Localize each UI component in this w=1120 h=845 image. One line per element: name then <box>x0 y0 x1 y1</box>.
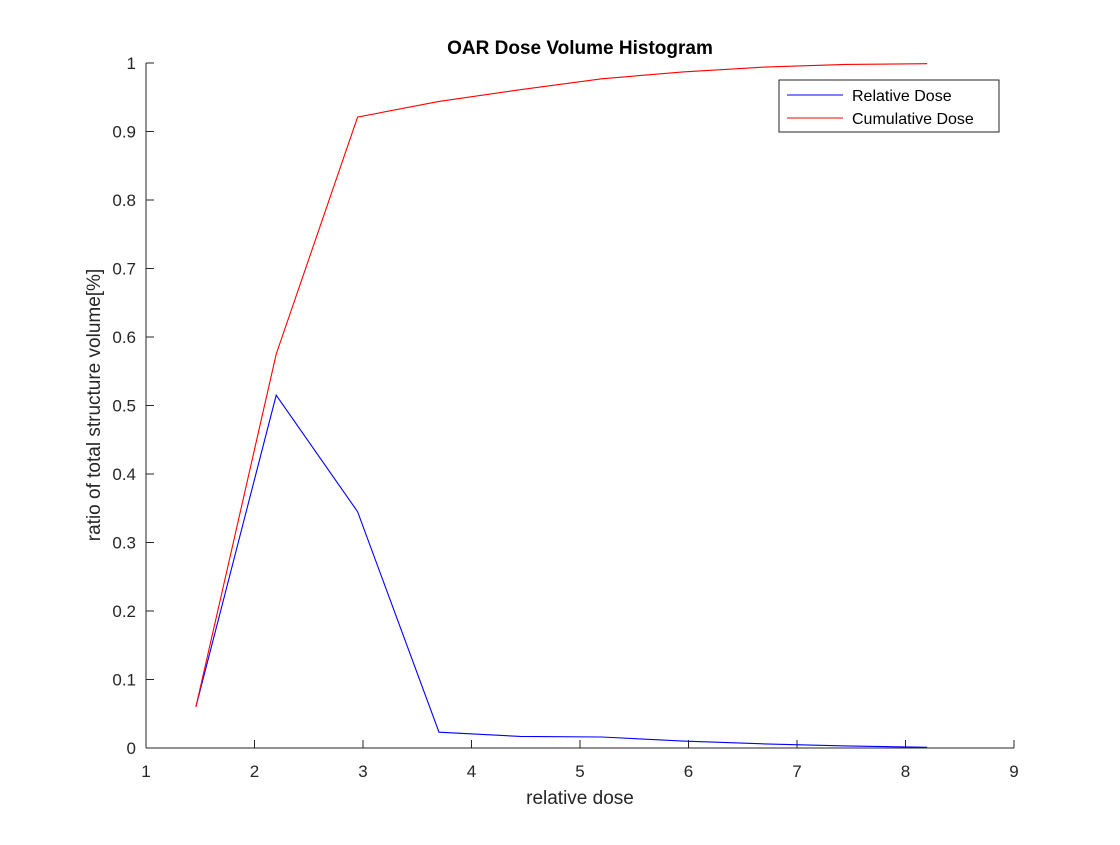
x-tick-label: 8 <box>901 762 910 781</box>
legend-label: Cumulative Dose <box>852 111 974 128</box>
y-tick-label: 0.9 <box>112 123 136 142</box>
y-tick-label: 0.8 <box>112 191 136 210</box>
y-tick-label: 0.2 <box>112 602 136 621</box>
x-axis-label: relative dose <box>526 788 634 809</box>
chart-title: OAR Dose Volume Histogram <box>447 38 713 59</box>
y-tick-label: 0 <box>127 739 136 758</box>
axes <box>145 63 1014 749</box>
x-tick-label: 2 <box>250 762 259 781</box>
data-series <box>195 63 928 748</box>
x-tick-label: 3 <box>358 762 367 781</box>
y-tick-label: 0.1 <box>112 671 136 690</box>
y-axis-label: ratio of total structure volume[%] <box>84 269 105 541</box>
x-tick-label: 9 <box>1009 762 1018 781</box>
y-tick-label: 0.5 <box>112 397 136 416</box>
y-tick-label: 0.7 <box>112 260 136 279</box>
y-tick-label: 0.4 <box>112 465 136 484</box>
legend: Relative Dose Cumulative Dose <box>778 79 1000 133</box>
x-tick-label: 1 <box>141 762 150 781</box>
series-line-cumulative-dose <box>195 63 928 708</box>
legend-label: Relative Dose <box>852 88 952 105</box>
legend-box <box>778 79 1000 133</box>
x-tick-label: 7 <box>792 762 801 781</box>
x-tick-label: 6 <box>684 762 693 781</box>
axis-ticks: 1 2 3 4 5 6 7 8 9 0 0.1 0.2 0.3 0.4 0.5 0.6 0.7 0.8 0.9 1 <box>112 54 1018 781</box>
x-tick-label: 4 <box>467 762 476 781</box>
x-tick-label: 5 <box>575 762 584 781</box>
y-tick-label: 0.6 <box>112 328 136 347</box>
y-tick-label: 0.3 <box>112 534 136 553</box>
y-tick-label: 1 <box>127 54 136 73</box>
series-line-relative-dose <box>195 393 928 748</box>
